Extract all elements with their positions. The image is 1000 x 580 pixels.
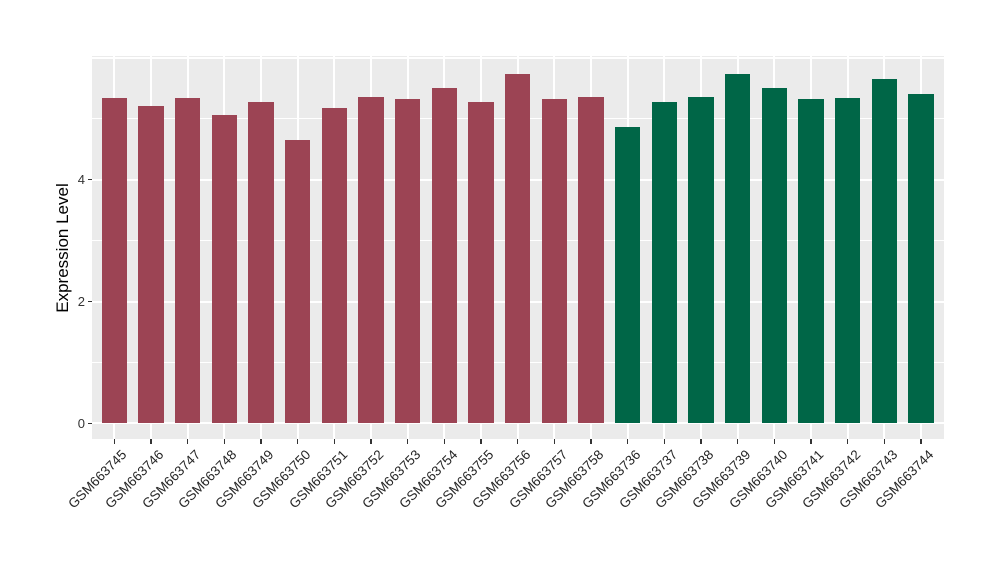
y-tick-4 — [87, 179, 92, 181]
bar-GSM663755 — [468, 102, 494, 424]
plot-panel — [92, 56, 944, 439]
x-tick-GSM663755 — [480, 439, 482, 444]
bar-GSM663742 — [834, 98, 861, 424]
x-tick-GSM663754 — [443, 439, 445, 444]
bar-GSM663739 — [724, 73, 751, 424]
x-tick-GSM663741 — [810, 439, 812, 444]
bar-GSM663746 — [138, 106, 164, 424]
x-tick-GSM663738 — [700, 439, 702, 444]
x-tick-GSM663746 — [150, 439, 152, 444]
x-tick-GSM663742 — [847, 439, 849, 444]
x-tick-GSM663744 — [920, 439, 922, 444]
bar-GSM663758 — [578, 97, 604, 424]
y-tick-2 — [87, 300, 92, 303]
bar-GSM663752 — [358, 97, 384, 424]
x-tick-GSM663753 — [407, 439, 409, 444]
bar-GSM663754 — [431, 88, 458, 424]
x-tick-GSM663749 — [260, 439, 262, 444]
x-tick-GSM663751 — [333, 439, 335, 444]
x-tick-GSM663745 — [113, 439, 115, 444]
bar-GSM663747 — [174, 98, 201, 424]
x-tick-GSM663750 — [297, 439, 299, 444]
bar-GSM663757 — [541, 99, 568, 424]
x-tick-GSM663737 — [663, 439, 665, 444]
bar-GSM663740 — [761, 88, 788, 424]
x-tick-GSM663758 — [590, 439, 592, 444]
x-tick-GSM663752 — [370, 439, 372, 444]
x-tick-GSM663740 — [773, 439, 775, 444]
bar-GSM663736 — [614, 126, 641, 424]
x-tick-GSM663739 — [737, 439, 739, 444]
x-tick-GSM663743 — [883, 439, 885, 444]
bar-GSM663737 — [651, 102, 678, 424]
x-tick-GSM663748 — [223, 439, 225, 444]
bar-GSM663753 — [394, 98, 421, 424]
x-tick-GSM663757 — [553, 439, 555, 444]
bar-GSM663756 — [504, 74, 531, 424]
y-tick-label-0: 0 — [77, 415, 85, 431]
x-tick-GSM663747 — [187, 439, 189, 444]
bar-GSM663745 — [101, 98, 128, 424]
bar-GSM663738 — [688, 97, 714, 424]
bar-GSM663743 — [871, 79, 898, 424]
y-tick-label-4: 4 — [77, 172, 85, 188]
bar-GSM663750 — [284, 140, 311, 424]
y-tick-label-2: 2 — [77, 294, 85, 309]
bar-GSM663741 — [798, 98, 824, 424]
bar-GSM663751 — [321, 107, 348, 424]
bar-GSM663748 — [211, 115, 238, 424]
bar-GSM663744 — [908, 93, 934, 424]
x-tick-GSM663756 — [517, 439, 519, 444]
bar-GSM663749 — [248, 101, 274, 424]
y-tick-0 — [87, 422, 92, 424]
x-tick-GSM663736 — [627, 439, 629, 444]
